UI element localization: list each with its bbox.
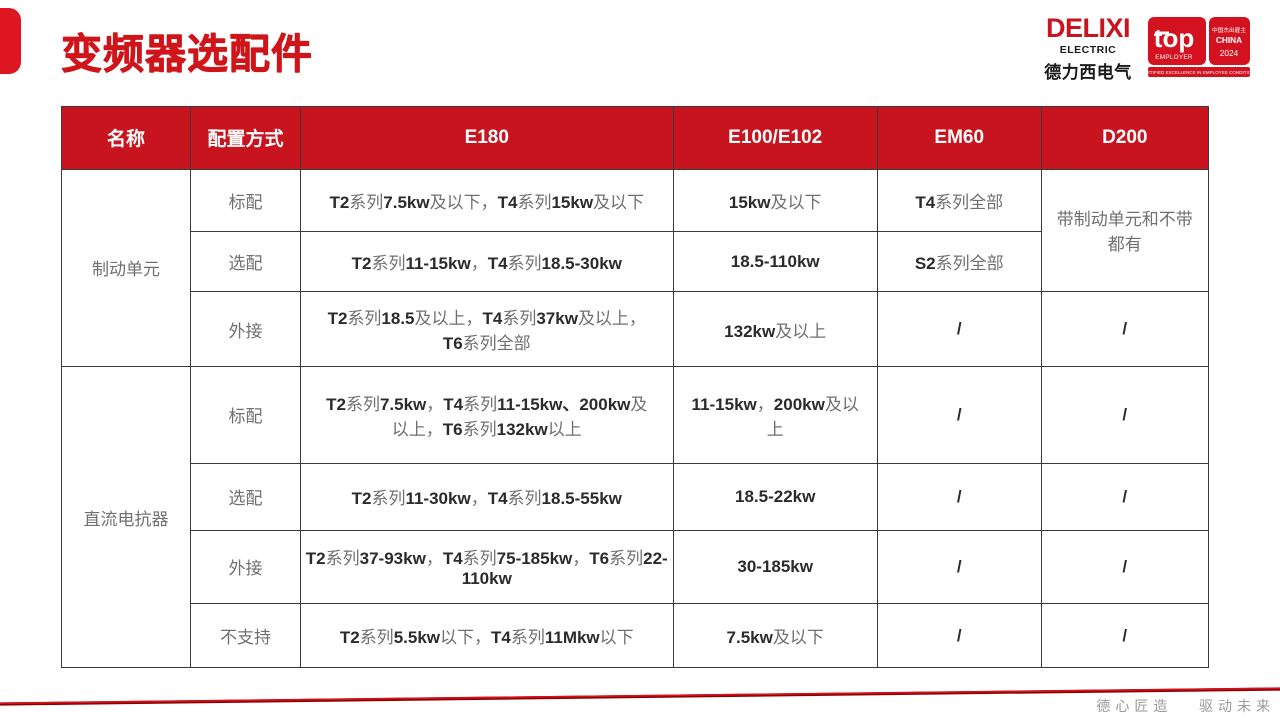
svg-text:CHINA: CHINA bbox=[1216, 35, 1242, 45]
svg-text:EMPLOYER: EMPLOYER bbox=[1155, 54, 1193, 61]
svg-text:CERTIFIED EXCELLENCE IN EMPLOY: CERTIFIED EXCELLENCE IN EMPLOYEE CONDITI… bbox=[1148, 70, 1250, 75]
svg-text:top: top bbox=[1154, 23, 1194, 53]
svg-text:2024: 2024 bbox=[1220, 48, 1239, 58]
svg-text:中国杰出雇主: 中国杰出雇主 bbox=[1212, 26, 1246, 34]
